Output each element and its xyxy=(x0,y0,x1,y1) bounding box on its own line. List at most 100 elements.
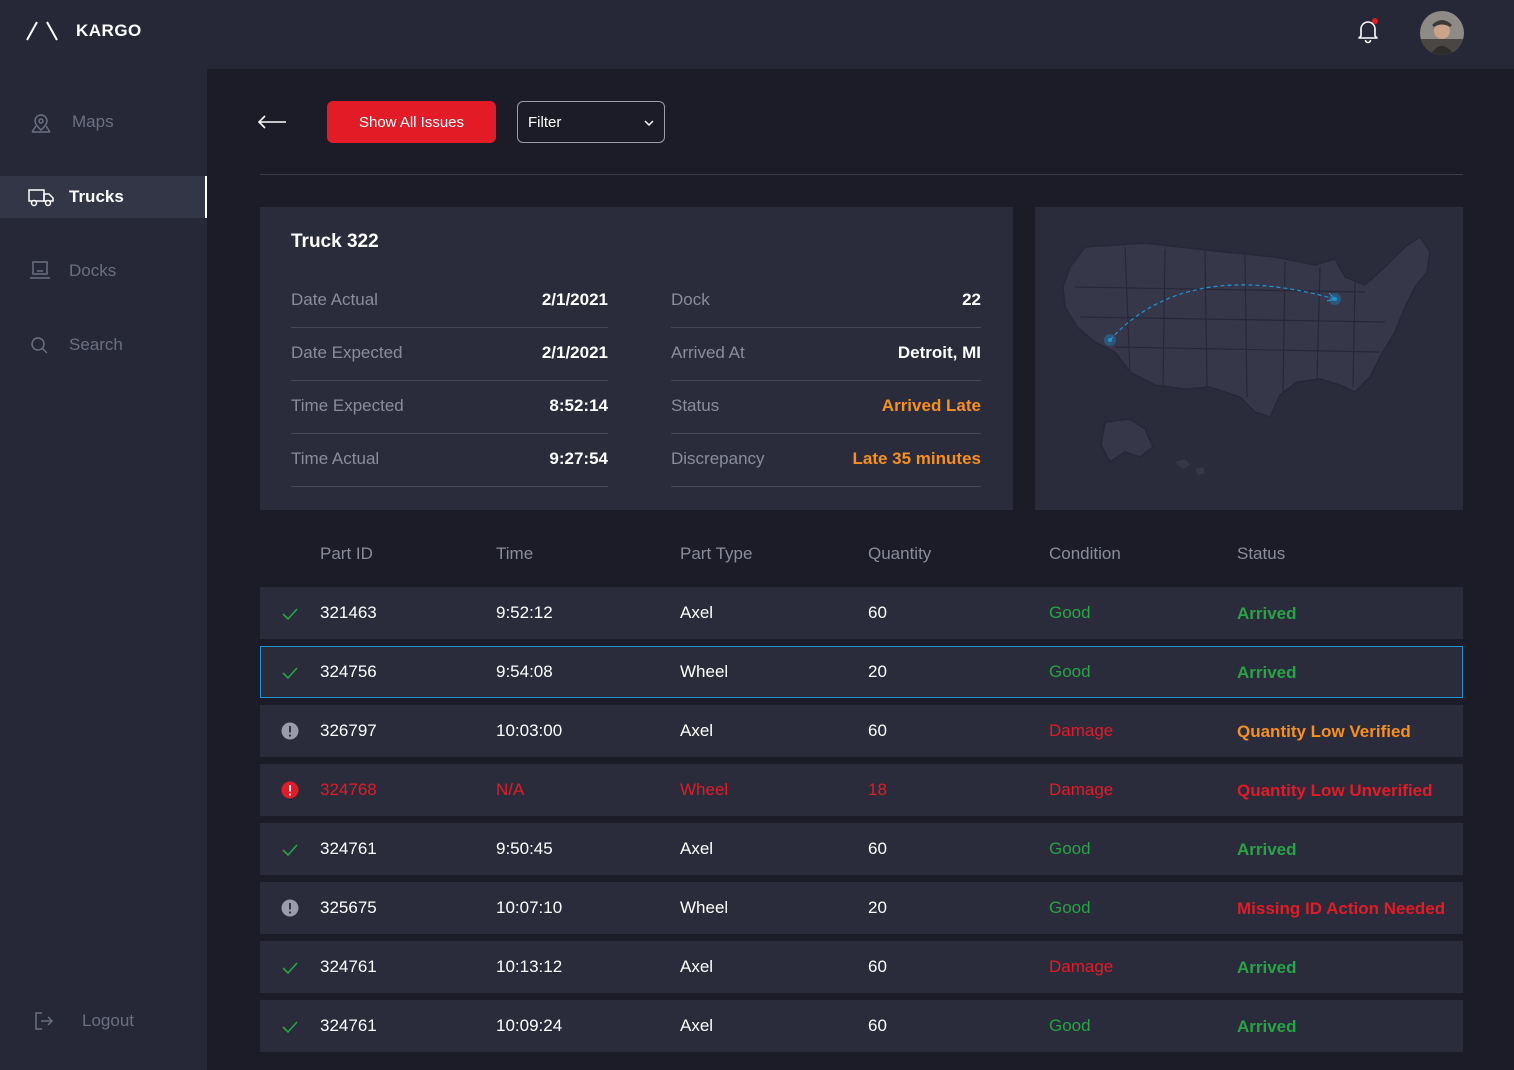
cell-quantity: 20 xyxy=(868,898,887,917)
cell-time: 9:50:45 xyxy=(496,839,553,858)
info-key: Time Expected xyxy=(291,396,404,415)
sidebar: Maps Trucks Docks Search Logout xyxy=(0,69,207,1070)
info-row-status: Status Arrived Late xyxy=(671,381,981,434)
col-header-quantity: Quantity xyxy=(868,544,932,563)
info-key: Time Actual xyxy=(291,449,380,468)
route-map[interactable] xyxy=(1035,207,1463,510)
table-row[interactable]: 321463 9:52:12 Axel 60 Good Arrived xyxy=(260,587,1463,639)
info-key: Discrepancy xyxy=(671,449,765,468)
info-value: 9:27:54 xyxy=(549,449,608,468)
table-row[interactable]: 326797 10:03:00 Axel 60 Damage Quantity … xyxy=(260,705,1463,757)
info-key: Date Expected xyxy=(291,343,403,362)
cell-time: 10:13:12 xyxy=(496,957,563,976)
cell-condition: Good xyxy=(1049,662,1091,681)
cell-status: Quantity Low Unverified xyxy=(1237,781,1433,800)
logo-icon xyxy=(26,21,58,41)
cell-part-id: 324761 xyxy=(320,957,377,976)
table-row[interactable]: 324761 10:09:24 Axel 60 Good Arrived xyxy=(260,1000,1463,1052)
sidebar-item-docks[interactable]: Docks xyxy=(0,250,207,292)
col-header-time: Time xyxy=(496,544,534,563)
cell-quantity: 60 xyxy=(868,957,887,976)
table-row[interactable]: 324761 10:13:12 Axel 60 Damage Arrived xyxy=(260,941,1463,993)
cell-status: Arrived xyxy=(1237,663,1297,682)
cell-condition: Good xyxy=(1049,603,1091,622)
check-icon xyxy=(282,608,298,621)
table-row[interactable]: 325675 10:07:10 Wheel 20 Good Missing ID… xyxy=(260,882,1463,934)
sidebar-item-label: Docks xyxy=(69,261,117,280)
cell-quantity: 60 xyxy=(868,721,887,740)
cell-condition: Good xyxy=(1049,898,1091,917)
info-key: Dock xyxy=(671,290,710,309)
sidebar-item-label: Maps xyxy=(72,112,114,131)
cell-status: Missing ID Action Needed xyxy=(1237,899,1446,918)
show-all-issues-button[interactable]: Show All Issues xyxy=(327,101,496,143)
cell-quantity: 60 xyxy=(868,1016,887,1035)
cell-quantity: 20 xyxy=(868,662,887,681)
cell-part-id: 326797 xyxy=(320,721,377,740)
cell-part-type: Wheel xyxy=(680,780,729,799)
status-value: Arrived Late xyxy=(881,396,981,415)
cell-status: Arrived xyxy=(1237,958,1297,977)
cell-time: 9:52:12 xyxy=(496,603,553,622)
top-bar: KARGO xyxy=(0,0,1514,69)
info-row-time-actual: Time Actual 9:27:54 xyxy=(291,434,608,487)
map-pin-icon xyxy=(31,114,51,133)
info-row-time-expected: Time Expected 8:52:14 xyxy=(291,381,608,434)
info-row-dock: Dock 22 xyxy=(671,275,981,328)
cell-time: 9:54:08 xyxy=(496,662,553,681)
cell-part-type: Wheel xyxy=(680,898,729,917)
cell-part-id: 324761 xyxy=(320,839,377,858)
table-row[interactable]: 324761 9:50:45 Axel 60 Good Arrived xyxy=(260,823,1463,875)
sidebar-item-trucks[interactable]: Trucks xyxy=(0,176,207,218)
cell-part-id: 324761 xyxy=(320,1016,377,1035)
notification-bell-icon[interactable] xyxy=(1356,18,1380,44)
check-icon xyxy=(282,844,298,857)
cell-part-id: 321463 xyxy=(320,603,377,622)
sidebar-item-label: Search xyxy=(69,335,123,354)
info-value: 2/1/2021 xyxy=(541,343,608,362)
info-key: Status xyxy=(671,396,720,415)
logout-button[interactable]: Logout xyxy=(0,1007,207,1037)
cell-time: 10:07:10 xyxy=(496,898,563,917)
cell-condition: Good xyxy=(1049,839,1091,858)
us-map-image xyxy=(1062,235,1431,475)
avatar-photo-icon xyxy=(1420,11,1464,55)
divider xyxy=(260,174,1463,175)
table-row-selected[interactable]: 324756 9:54:08 Wheel 20 Good Arrived xyxy=(260,646,1463,698)
cell-status: Arrived xyxy=(1237,840,1297,859)
cell-time: N/A xyxy=(496,780,525,799)
app-logo[interactable]: KARGO xyxy=(25,20,142,42)
cell-quantity: 60 xyxy=(868,839,887,858)
sidebar-item-maps[interactable]: Maps xyxy=(0,101,207,143)
filter-label: Filter xyxy=(528,114,562,131)
col-header-part-type: Part Type xyxy=(680,544,753,563)
filter-dropdown[interactable]: Filter xyxy=(517,101,665,143)
cell-status: Arrived xyxy=(1237,1017,1297,1036)
cell-part-id: 324768 xyxy=(320,780,377,799)
cell-part-type: Wheel xyxy=(680,662,729,681)
app-name: KARGO xyxy=(76,21,142,40)
cell-part-id: 324756 xyxy=(320,662,377,681)
check-icon xyxy=(282,962,298,975)
info-row-arrived-at: Arrived At Detroit, MI xyxy=(671,328,981,381)
cell-status: Arrived xyxy=(1237,604,1297,623)
cell-part-type: Axel xyxy=(680,839,714,858)
search-icon xyxy=(31,337,48,354)
info-value: 8:52:14 xyxy=(549,396,608,415)
info-value: Detroit, MI xyxy=(897,343,981,362)
cell-part-type: Axel xyxy=(680,957,714,976)
col-header-status: Status xyxy=(1237,544,1286,563)
col-header-part-id: Part ID xyxy=(320,544,373,563)
user-avatar[interactable] xyxy=(1420,11,1464,55)
cell-quantity: 60 xyxy=(868,603,887,622)
cell-time: 10:09:24 xyxy=(496,1016,563,1035)
sidebar-item-search[interactable]: Search xyxy=(0,324,207,366)
cell-condition: Damage xyxy=(1049,721,1114,740)
check-icon xyxy=(282,1021,298,1034)
discrepancy-value: Late 35 minutes xyxy=(852,449,982,468)
back-arrow-icon[interactable] xyxy=(256,110,288,134)
sidebar-item-label: Trucks xyxy=(69,187,124,206)
info-key: Arrived At xyxy=(671,343,745,362)
table-row[interactable]: 324768 N/A Wheel 18 Damage Quantity Low … xyxy=(260,764,1463,816)
info-row-date-expected: Date Expected 2/1/2021 xyxy=(291,328,608,381)
